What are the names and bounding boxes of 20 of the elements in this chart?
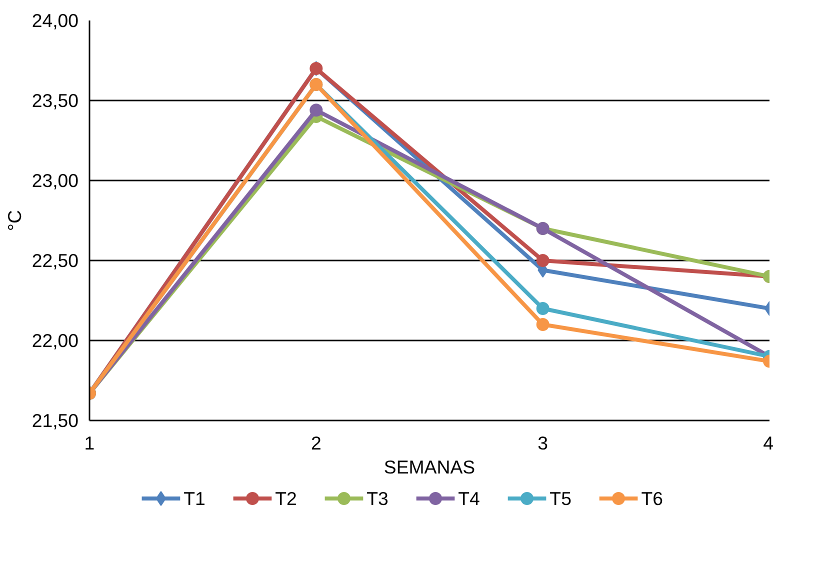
- y-tick-label: 24,00: [32, 10, 78, 31]
- legend-label: T2: [275, 488, 297, 509]
- x-tick-label: 1: [84, 432, 95, 454]
- x-axis-title: SEMANAS: [384, 456, 476, 478]
- y-tick-label: 23,50: [32, 90, 78, 111]
- y-tick-label: 23,00: [32, 170, 78, 191]
- legend-label: T3: [366, 488, 388, 509]
- point: [536, 254, 550, 267]
- y-axis-title: °C: [4, 210, 25, 231]
- legend-label: T4: [458, 488, 480, 509]
- x-tick-label: 2: [310, 432, 322, 454]
- y-tick-label: 22,00: [32, 330, 78, 351]
- x-tick-label: 4: [763, 432, 774, 454]
- legend-label: T6: [641, 488, 663, 509]
- y-tick-label: 21,50: [32, 410, 78, 431]
- legend-label: T5: [550, 488, 572, 509]
- legend-label: T1: [184, 488, 206, 509]
- y-tick-label: 22,50: [32, 250, 78, 271]
- point: [310, 104, 323, 117]
- x-tick-label: 3: [538, 432, 548, 454]
